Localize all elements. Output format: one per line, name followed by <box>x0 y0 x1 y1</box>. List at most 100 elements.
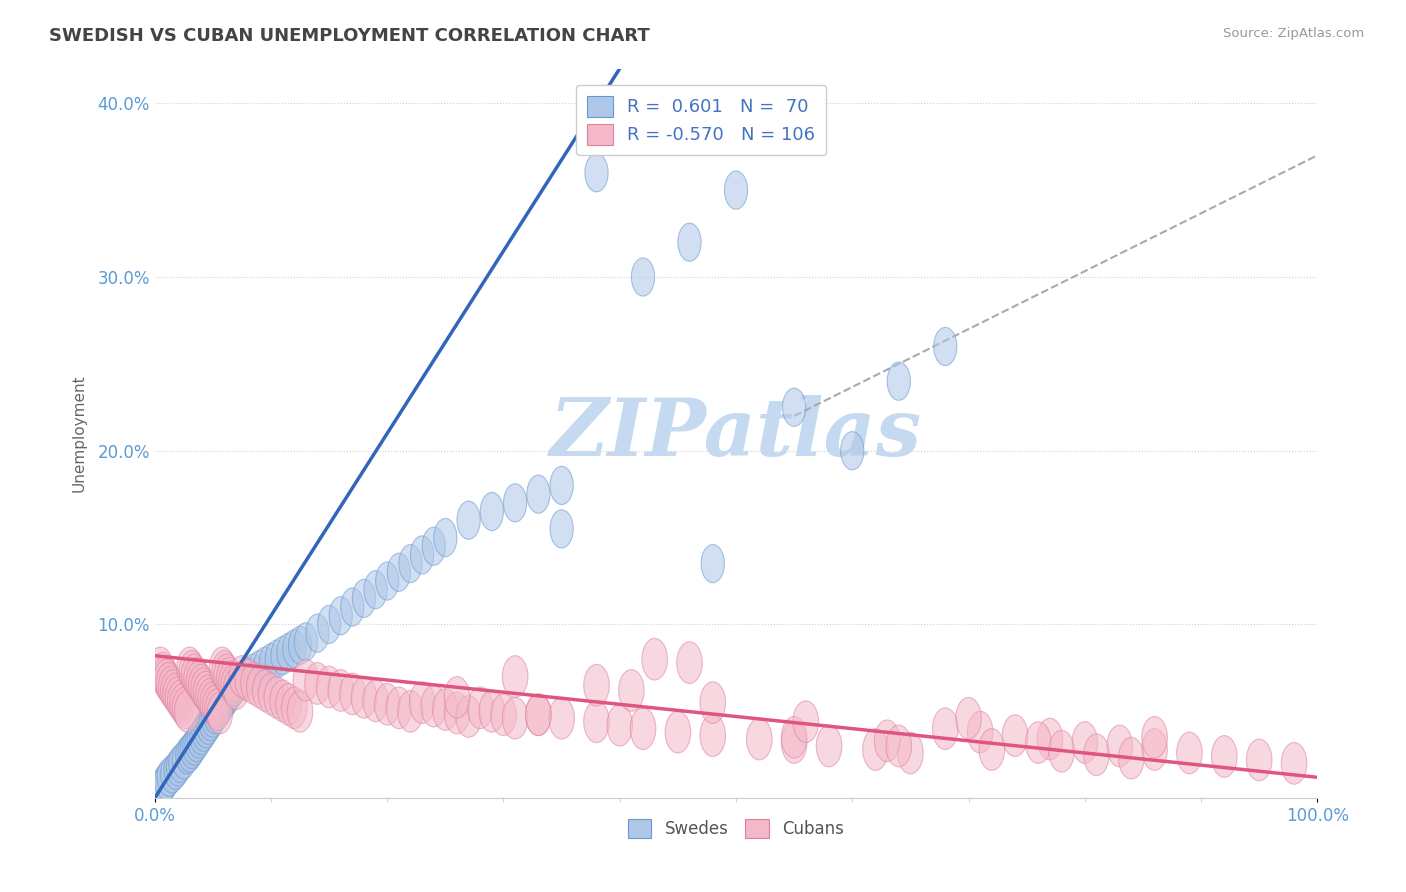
Ellipse shape <box>502 698 527 739</box>
Ellipse shape <box>242 654 266 692</box>
Ellipse shape <box>457 501 481 540</box>
Ellipse shape <box>1246 739 1272 780</box>
Y-axis label: Unemployment: Unemployment <box>72 375 86 492</box>
Ellipse shape <box>208 689 232 727</box>
Ellipse shape <box>183 727 205 765</box>
Ellipse shape <box>160 755 184 793</box>
Ellipse shape <box>181 654 207 696</box>
Ellipse shape <box>702 544 724 582</box>
Ellipse shape <box>259 643 283 681</box>
Ellipse shape <box>225 665 247 703</box>
Ellipse shape <box>187 720 211 758</box>
Ellipse shape <box>307 614 329 652</box>
Ellipse shape <box>583 665 609 706</box>
Ellipse shape <box>252 670 278 711</box>
Ellipse shape <box>207 692 232 734</box>
Ellipse shape <box>502 656 527 698</box>
Ellipse shape <box>179 734 201 772</box>
Ellipse shape <box>398 690 423 732</box>
Ellipse shape <box>174 690 200 732</box>
Ellipse shape <box>1049 731 1074 772</box>
Ellipse shape <box>747 718 772 760</box>
Ellipse shape <box>155 762 179 800</box>
Ellipse shape <box>236 657 259 696</box>
Ellipse shape <box>169 744 191 782</box>
Text: Source: ZipAtlas.com: Source: ZipAtlas.com <box>1223 27 1364 40</box>
Ellipse shape <box>211 685 233 723</box>
Ellipse shape <box>198 703 222 741</box>
Ellipse shape <box>212 681 236 720</box>
Ellipse shape <box>481 492 503 531</box>
Ellipse shape <box>782 716 807 758</box>
Ellipse shape <box>340 673 366 714</box>
Ellipse shape <box>191 668 217 709</box>
Ellipse shape <box>503 483 527 522</box>
Ellipse shape <box>967 711 993 753</box>
Ellipse shape <box>149 771 172 808</box>
Text: ZIPatlas: ZIPatlas <box>550 394 922 472</box>
Ellipse shape <box>219 672 243 709</box>
Ellipse shape <box>897 732 924 774</box>
Ellipse shape <box>409 681 434 723</box>
Ellipse shape <box>159 666 184 708</box>
Ellipse shape <box>399 544 422 582</box>
Ellipse shape <box>165 676 191 718</box>
Ellipse shape <box>172 687 198 729</box>
Ellipse shape <box>630 708 655 749</box>
Ellipse shape <box>271 637 294 675</box>
Ellipse shape <box>176 736 198 774</box>
Ellipse shape <box>886 725 911 767</box>
Ellipse shape <box>240 663 266 705</box>
Ellipse shape <box>190 716 212 755</box>
Ellipse shape <box>1177 732 1202 774</box>
Ellipse shape <box>264 676 290 718</box>
Ellipse shape <box>204 696 226 734</box>
Ellipse shape <box>456 696 481 738</box>
Ellipse shape <box>841 432 863 470</box>
Ellipse shape <box>305 663 330 705</box>
Ellipse shape <box>956 698 981 739</box>
Ellipse shape <box>188 665 214 706</box>
Ellipse shape <box>150 652 176 694</box>
Ellipse shape <box>209 647 235 689</box>
Ellipse shape <box>1071 722 1098 764</box>
Ellipse shape <box>1281 742 1306 784</box>
Ellipse shape <box>186 661 212 703</box>
Ellipse shape <box>793 701 818 742</box>
Ellipse shape <box>152 765 176 804</box>
Ellipse shape <box>170 683 195 725</box>
Ellipse shape <box>783 388 806 426</box>
Ellipse shape <box>266 640 288 678</box>
Ellipse shape <box>200 681 225 723</box>
Ellipse shape <box>340 588 364 626</box>
Ellipse shape <box>179 650 205 692</box>
Ellipse shape <box>433 518 457 557</box>
Ellipse shape <box>276 683 301 725</box>
Ellipse shape <box>364 571 387 608</box>
Ellipse shape <box>157 758 180 797</box>
Ellipse shape <box>253 647 277 685</box>
Ellipse shape <box>294 623 318 661</box>
Ellipse shape <box>184 657 209 699</box>
Ellipse shape <box>863 729 889 771</box>
Ellipse shape <box>194 709 218 747</box>
Ellipse shape <box>231 661 253 699</box>
Ellipse shape <box>352 676 377 718</box>
Ellipse shape <box>643 639 668 680</box>
Ellipse shape <box>195 675 221 716</box>
Ellipse shape <box>221 665 246 706</box>
Ellipse shape <box>433 689 458 731</box>
Ellipse shape <box>583 701 609 742</box>
Ellipse shape <box>479 690 505 732</box>
Ellipse shape <box>585 153 609 192</box>
Ellipse shape <box>287 690 312 732</box>
Ellipse shape <box>222 668 246 706</box>
Ellipse shape <box>1142 729 1167 771</box>
Ellipse shape <box>782 722 807 764</box>
Ellipse shape <box>422 527 446 566</box>
Ellipse shape <box>224 668 249 709</box>
Ellipse shape <box>444 676 470 718</box>
Ellipse shape <box>215 678 239 716</box>
Ellipse shape <box>887 362 911 401</box>
Ellipse shape <box>283 630 307 668</box>
